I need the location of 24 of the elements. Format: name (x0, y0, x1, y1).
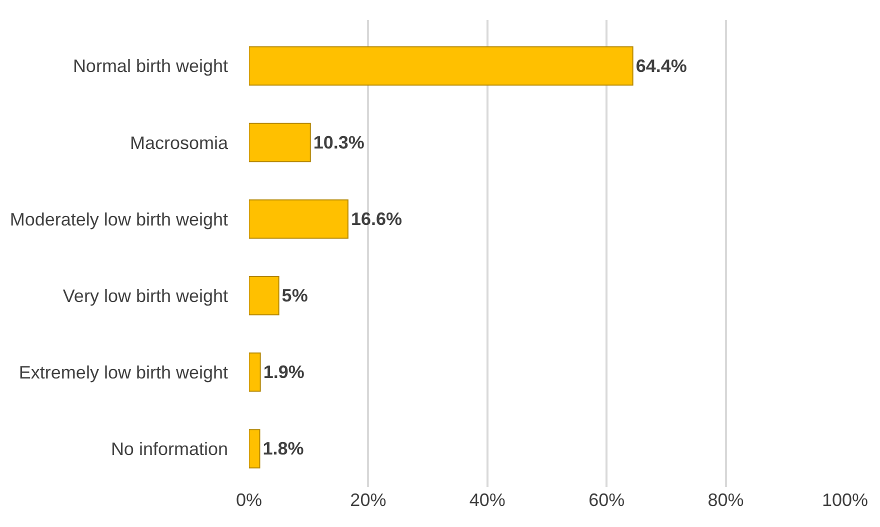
data-label: 16.6% (350, 209, 402, 230)
y-tick-label: Moderately low birth weight (10, 209, 228, 230)
bar (249, 199, 348, 239)
y-tick-label: Extremely low birth weight (18, 362, 228, 382)
data-label: 1.8% (262, 438, 304, 459)
x-tick-label: 80% (708, 490, 744, 510)
bar (249, 46, 634, 86)
x-tick-label: 60% (588, 490, 625, 510)
data-label: 10.3% (313, 132, 364, 152)
bar (249, 429, 260, 468)
bar (249, 352, 261, 392)
y-tick-label: No information (110, 439, 228, 460)
x-tick-label: 100% (822, 490, 868, 510)
bar (249, 276, 280, 316)
y-tick-label: Macrosomia (130, 132, 229, 153)
x-tick-label: 20% (350, 490, 386, 510)
data-label: 5% (282, 286, 308, 306)
y-tick-label: Normal birth weight (72, 56, 228, 76)
x-tick-label: 0% (236, 490, 262, 510)
data-label: 1.9% (263, 362, 304, 382)
x-tick-label: 40% (469, 490, 506, 510)
y-tick-label: Very low birth weight (62, 286, 228, 306)
bar (249, 122, 311, 162)
data-label: 64.4% (636, 56, 687, 76)
